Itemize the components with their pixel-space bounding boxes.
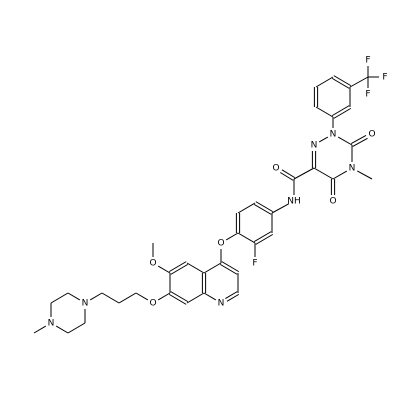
double-bond [255, 233, 274, 245]
double-bond [253, 231, 272, 243]
atom-label: NH [287, 197, 301, 207]
single-bond [33, 325, 47, 334]
single-bond [67, 322, 86, 334]
double-bond [331, 77, 350, 89]
double-bond [350, 135, 367, 145]
single-bond [55, 325, 69, 334]
atom-label: N [82, 299, 89, 309]
single-bond [313, 167, 334, 180]
atom-label: N [218, 299, 225, 309]
atom-label: O [272, 164, 279, 174]
atom-label: F [365, 90, 370, 100]
single-bond [157, 265, 171, 274]
single-bond [357, 170, 373, 180]
single-bond [337, 136, 353, 146]
atom-label: N [311, 141, 318, 151]
atom-label: N [349, 164, 356, 174]
single-bond [135, 292, 149, 301]
double-bond [225, 291, 238, 300]
atom-label: O [217, 239, 224, 249]
single-bond [101, 292, 120, 304]
single-bond [318, 136, 329, 143]
atom-label: O [149, 299, 156, 309]
single-bond [67, 292, 81, 301]
double-bond [221, 261, 240, 273]
double-bond [219, 263, 238, 275]
atom-labels: F F F N N N O O O NH F O N O O N N [48, 56, 388, 329]
double-bond [333, 75, 352, 87]
atom-label: N [48, 319, 55, 329]
double-bond [170, 263, 189, 275]
atom-label: O [149, 259, 156, 269]
single-bond [315, 106, 334, 118]
atom-label: O [329, 197, 336, 207]
single-bond [293, 167, 315, 180]
single-bond [332, 170, 348, 180]
double-bond [333, 107, 352, 119]
double-bond [168, 261, 187, 273]
single-bond [225, 232, 239, 241]
single-bond [186, 262, 205, 274]
single-bond [271, 203, 289, 214]
single-bond [50, 292, 69, 304]
bonds [33, 66, 379, 334]
atom-label: O [368, 130, 375, 140]
single-bond [349, 76, 369, 88]
single-bond [237, 232, 256, 244]
double-bond [280, 172, 294, 181]
double-bond [331, 105, 350, 117]
double-bond [255, 201, 274, 213]
atom-label: F [365, 56, 370, 66]
single-bond [118, 292, 137, 304]
double-bond [170, 291, 189, 303]
double-bond [226, 293, 240, 302]
double-bond [352, 137, 368, 147]
single-bond [157, 292, 171, 301]
single-bond [186, 292, 205, 304]
atom-label: F [382, 73, 387, 83]
double-bond [281, 169, 296, 179]
atom-label: F [252, 259, 257, 269]
double-bond [168, 293, 187, 305]
single-bond [237, 202, 256, 214]
single-bond [89, 292, 103, 301]
atom-label: N [330, 130, 337, 140]
single-bond [203, 292, 217, 301]
single-bond [315, 76, 334, 88]
single-bond [203, 262, 222, 274]
double-bond [253, 203, 272, 215]
